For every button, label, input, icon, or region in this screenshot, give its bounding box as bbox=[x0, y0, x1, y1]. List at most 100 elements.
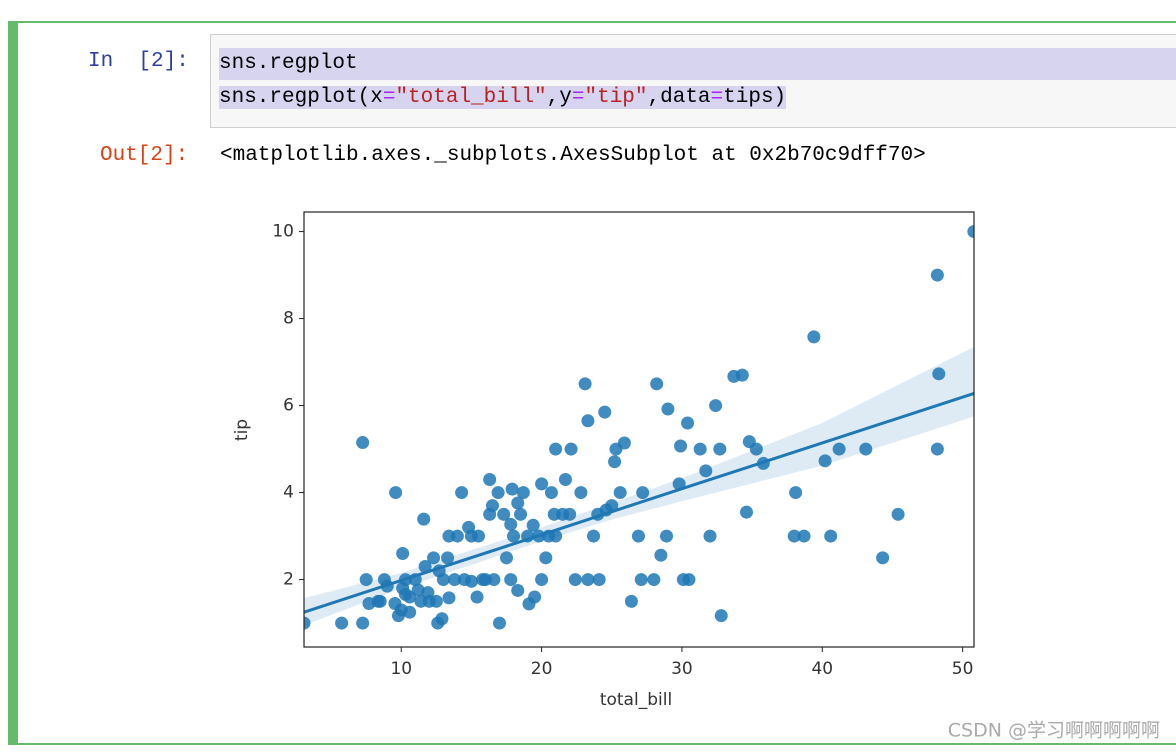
point bbox=[654, 548, 668, 562]
point bbox=[605, 499, 619, 513]
input-prompt: In [2]: bbox=[88, 50, 189, 73]
point bbox=[544, 486, 558, 500]
point bbox=[516, 486, 530, 500]
point bbox=[581, 414, 595, 428]
point bbox=[674, 439, 688, 453]
code-token: "tip" bbox=[584, 86, 648, 109]
point bbox=[442, 591, 456, 605]
point bbox=[429, 594, 443, 608]
point bbox=[735, 368, 749, 382]
x-tick-label: 20 bbox=[531, 659, 553, 679]
y-tick-label: 2 bbox=[283, 570, 294, 590]
point bbox=[528, 590, 542, 604]
point bbox=[558, 473, 572, 487]
point bbox=[539, 551, 553, 565]
point bbox=[403, 605, 417, 619]
x-tick-label: 30 bbox=[671, 659, 693, 679]
x-tick-label: 50 bbox=[952, 659, 974, 679]
point bbox=[359, 573, 373, 587]
point bbox=[417, 512, 431, 526]
y-tick-label: 8 bbox=[283, 309, 294, 329]
point bbox=[681, 416, 695, 430]
point bbox=[497, 507, 511, 521]
point bbox=[967, 225, 974, 239]
point bbox=[450, 529, 464, 543]
point bbox=[411, 583, 425, 597]
x-tick-label: 10 bbox=[390, 659, 412, 679]
point bbox=[797, 529, 811, 543]
point bbox=[713, 442, 727, 456]
point bbox=[563, 507, 577, 521]
point bbox=[335, 616, 349, 630]
code-token: tips) bbox=[723, 86, 787, 109]
code-line: sns.regplot bbox=[219, 48, 1176, 80]
point bbox=[504, 573, 518, 587]
point bbox=[587, 529, 601, 543]
point bbox=[304, 616, 311, 630]
y-tick-label: 10 bbox=[272, 222, 294, 242]
point bbox=[504, 517, 518, 531]
point bbox=[699, 464, 713, 478]
code-token: = bbox=[571, 86, 585, 109]
notebook-cell[interactable] bbox=[8, 21, 1176, 745]
point bbox=[631, 529, 645, 543]
point bbox=[356, 616, 370, 630]
point bbox=[356, 436, 370, 450]
point bbox=[807, 330, 821, 344]
point bbox=[624, 594, 638, 608]
point bbox=[617, 436, 631, 450]
point bbox=[507, 529, 521, 543]
axes-frame bbox=[303, 211, 975, 648]
output-prompt: Out[2]: bbox=[100, 144, 189, 167]
code-token: sns.regplot bbox=[219, 52, 358, 75]
point bbox=[487, 573, 501, 587]
point bbox=[608, 455, 622, 469]
point bbox=[436, 573, 450, 587]
point bbox=[598, 405, 612, 419]
watermark: CSDN @学习啊啊啊啊啊 bbox=[948, 720, 1160, 742]
point bbox=[930, 442, 944, 456]
y-tick-label: 4 bbox=[283, 483, 294, 503]
point bbox=[418, 560, 432, 574]
point bbox=[693, 442, 707, 456]
point bbox=[389, 486, 403, 500]
point bbox=[427, 551, 441, 565]
point bbox=[714, 609, 728, 623]
point bbox=[514, 507, 528, 521]
point bbox=[471, 529, 485, 543]
point bbox=[682, 573, 696, 587]
point bbox=[500, 551, 514, 565]
code-token: = bbox=[710, 86, 724, 109]
plot-area bbox=[304, 225, 974, 630]
point bbox=[535, 573, 549, 587]
point bbox=[661, 402, 675, 416]
point bbox=[464, 574, 478, 588]
point bbox=[448, 573, 462, 587]
y-tick-label: 6 bbox=[283, 396, 294, 416]
point bbox=[535, 477, 549, 491]
point bbox=[709, 399, 723, 413]
code-token: ,y bbox=[546, 86, 572, 109]
x-axis-label: total_bill bbox=[600, 690, 672, 710]
point bbox=[526, 518, 540, 532]
point bbox=[876, 551, 890, 565]
point bbox=[740, 505, 754, 519]
point bbox=[634, 573, 648, 587]
point bbox=[492, 616, 506, 630]
y-axis-label: tip bbox=[232, 419, 252, 441]
point bbox=[650, 377, 664, 391]
point bbox=[485, 499, 499, 513]
code-token: = bbox=[382, 86, 396, 109]
point bbox=[636, 486, 650, 500]
output-text: <matplotlib.axes._subplots.AxesSubplot a… bbox=[220, 144, 926, 167]
point bbox=[891, 507, 905, 521]
point bbox=[396, 546, 410, 560]
point bbox=[592, 573, 606, 587]
point bbox=[581, 573, 595, 587]
point bbox=[568, 573, 582, 587]
point bbox=[505, 482, 519, 496]
point bbox=[441, 551, 455, 565]
point bbox=[613, 486, 627, 500]
point bbox=[930, 268, 944, 282]
